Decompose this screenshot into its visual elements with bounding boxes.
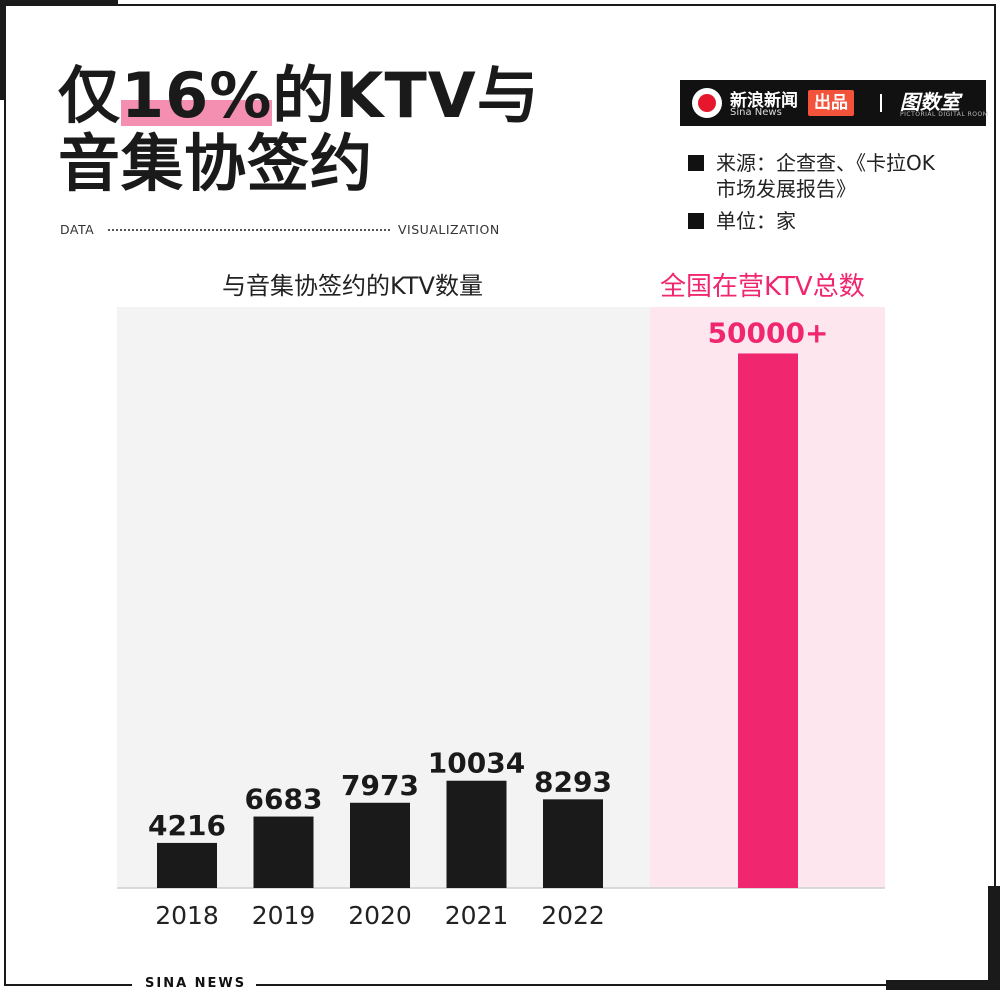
title-line-2: 音集协签约 xyxy=(58,127,374,200)
bar-2021 xyxy=(446,780,507,888)
data-label-2021: 10034 xyxy=(428,747,525,780)
title-prefix: 仅 xyxy=(58,59,122,132)
frame-top-left xyxy=(0,0,118,6)
unit-label: 单位：家 xyxy=(716,209,796,233)
bar-2022 xyxy=(543,799,603,888)
title-suffix: 的KTV与 xyxy=(272,59,540,132)
source-line-2: 市场发展报告》 xyxy=(716,177,856,201)
bar-2019 xyxy=(253,816,314,888)
tagline-dots xyxy=(108,229,390,231)
page-title: 仅16%的KTV与 音集协签约 xyxy=(58,62,540,198)
data-label-2019: 6683 xyxy=(245,783,323,816)
bar-2018 xyxy=(157,842,217,888)
frame-bottom-right xyxy=(256,984,886,986)
source-note: 来源：企查查、《卡拉OK 市场发展报告》 xyxy=(688,150,935,202)
frame-left-top xyxy=(0,0,6,100)
frame-corner-bottom-right-v xyxy=(988,886,1000,990)
data-label-total: 50000+ xyxy=(708,316,829,349)
source-line-1: 来源：企查查、《卡拉OK xyxy=(716,151,935,175)
brand-room-logo: 图数室 xyxy=(900,90,960,114)
brand-bar: 新浪新闻 Sina News 出品 图数室 PICTORIAL DIGITAL … xyxy=(680,80,989,126)
frame-left xyxy=(4,100,6,986)
brand-badge: 出品 xyxy=(808,90,854,116)
chart-panel-left xyxy=(117,307,650,888)
brand-divider xyxy=(880,94,882,112)
tagline-visualization: VISUALIZATION xyxy=(398,222,500,237)
frame-top xyxy=(118,4,996,6)
data-label-2020: 7973 xyxy=(341,769,419,802)
frame-corner-bottom-right-h xyxy=(886,980,1000,990)
sina-logo-icon xyxy=(692,88,722,118)
x-tick-2022: 2022 xyxy=(541,901,605,930)
brand-name: 新浪新闻 xyxy=(730,91,798,111)
title-line-1: 仅16%的KTV与 xyxy=(58,62,540,130)
tagline-data: DATA xyxy=(60,222,95,237)
bullet-square-icon xyxy=(688,213,704,229)
data-label-2018: 4216 xyxy=(148,809,226,842)
bar-2020 xyxy=(350,802,410,888)
x-tick-2020: 2020 xyxy=(348,901,412,930)
chart-subtitle-right: 全国在营KTV总数 xyxy=(660,272,865,302)
data-label-2022: 8293 xyxy=(534,765,612,798)
bullet-square-icon xyxy=(688,155,704,171)
footer-brand: SINA NEWS xyxy=(145,976,247,991)
brand-room-sub: PICTORIAL DIGITAL ROOM xyxy=(900,111,989,118)
chart-subtitle-left: 与音集协签约的KTV数量 xyxy=(222,272,483,300)
brand-name-en: Sina News xyxy=(730,107,782,118)
frame-bottom-left xyxy=(4,984,132,986)
x-tick-2019: 2019 xyxy=(252,901,316,930)
title-highlight: 16% xyxy=(121,59,273,132)
bar-total xyxy=(738,353,798,888)
x-tick-2018: 2018 xyxy=(155,901,219,930)
frame-right xyxy=(994,4,996,886)
unit-note: 单位：家 xyxy=(688,208,796,234)
x-tick-2021: 2021 xyxy=(445,901,509,930)
